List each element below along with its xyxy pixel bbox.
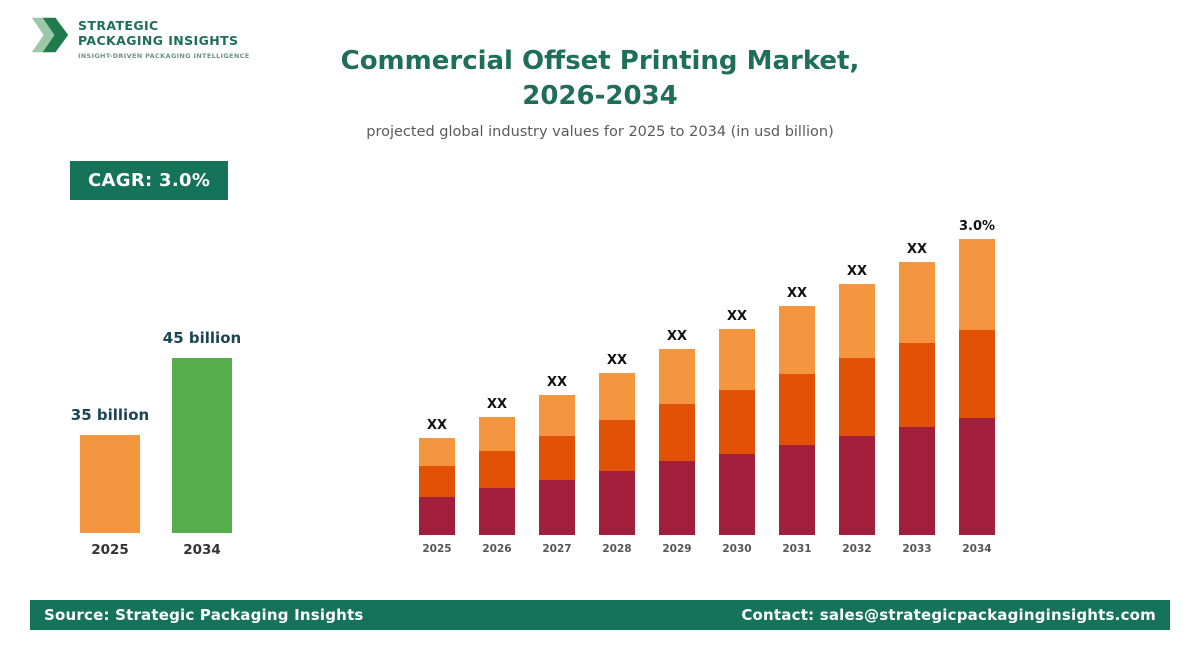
- bar-segment-segment-bottom: [899, 427, 935, 535]
- bar-segment-segment-middle: [779, 374, 815, 445]
- bar: [172, 358, 232, 533]
- mini-chart: 35 billion 2025 45 billion 2034: [70, 310, 242, 560]
- bar-segment-segment-bottom: [779, 445, 815, 535]
- axis-year-label: 2030: [722, 543, 752, 555]
- stacked-bar-column: XX 2025: [407, 418, 467, 557]
- axis-year-label: 2027: [542, 543, 572, 555]
- axis-year-label: 2026: [482, 543, 512, 555]
- bar-value-label: 45 billion: [162, 329, 242, 347]
- stacked-bar: [899, 262, 935, 535]
- bar-segment-segment-bottom: [419, 497, 455, 535]
- stacked-bar-column: XX 2032: [827, 264, 887, 557]
- bar-segment-segment-top: [959, 239, 995, 330]
- brand-logo: STRATEGIC PACKAGING INSIGHTS INSIGHT-DRI…: [30, 12, 250, 60]
- footer-source: Source: Strategic Packaging Insights: [44, 606, 364, 624]
- bar-segment-segment-bottom: [539, 480, 575, 535]
- bar-segment-segment-top: [659, 349, 695, 404]
- axis-year-label: 2028: [602, 543, 632, 555]
- axis-year-label: 2034: [183, 542, 221, 558]
- mini-bar-column: 35 billion 2025: [70, 406, 150, 560]
- stacked-bar-column: XX 2030: [707, 309, 767, 557]
- bar-segment-segment-middle: [539, 436, 575, 480]
- stacked-bar-column: XX 2033: [887, 242, 947, 557]
- bar-segment-segment-bottom: [839, 436, 875, 535]
- main-chart: XX 2025 XX 2026 XX 2027 XX 2028 XX 2029 XX 2030 XX 20…: [407, 207, 1007, 557]
- bar-segment-segment-middle: [899, 343, 935, 427]
- stacked-bar: [839, 284, 875, 535]
- bar-segment-segment-top: [599, 373, 635, 420]
- bar-top-label: XX: [726, 309, 748, 324]
- bar-segment-segment-bottom: [599, 471, 635, 535]
- page-title-line2: 2026-2034: [522, 81, 678, 111]
- axis-year-label: 2031: [782, 543, 812, 555]
- bar-top-label: XX: [546, 375, 568, 390]
- stacked-bar-column: XX 2031: [767, 286, 827, 557]
- bar-top-label: XX: [426, 418, 448, 433]
- bar-segment-segment-middle: [419, 466, 455, 497]
- bar-segment-segment-top: [779, 306, 815, 374]
- footer-bar: Source: Strategic Packaging Insights Con…: [30, 600, 1170, 630]
- axis-year-label: 2033: [902, 543, 932, 555]
- page-title-line1: Commercial Offset Printing Market,: [340, 46, 860, 76]
- bar-segment-segment-middle: [659, 404, 695, 461]
- stacked-bar: [959, 239, 995, 535]
- header: Commercial Offset Printing Market, 2026-…: [230, 44, 970, 140]
- bar-segment-segment-top: [899, 262, 935, 343]
- bar-top-label: XX: [786, 286, 808, 301]
- axis-year-label: 2029: [662, 543, 692, 555]
- bar-top-label: XX: [606, 353, 628, 368]
- brand-name-line1: STRATEGIC: [78, 18, 159, 33]
- bar-segment-segment-bottom: [479, 488, 515, 535]
- brand-tagline: INSIGHT-DRIVEN PACKAGING INTELLIGENCE: [78, 52, 250, 60]
- bar-top-label: XX: [666, 329, 688, 344]
- brand-name-line2: PACKAGING INSIGHTS: [78, 33, 239, 48]
- stacked-bar-column: XX 2028: [587, 353, 647, 557]
- bar-segment-segment-bottom: [659, 461, 695, 535]
- stacked-bar: [719, 329, 755, 535]
- mini-bar-column: 45 billion 2034: [162, 329, 242, 560]
- axis-year-label: 2025: [422, 543, 452, 555]
- bar-value-label: 35 billion: [70, 406, 150, 424]
- bar-top-label: XX: [486, 397, 508, 412]
- bar-segment-segment-bottom: [959, 418, 995, 535]
- axis-year-label: 2025: [91, 542, 129, 558]
- bar-segment-segment-top: [539, 395, 575, 436]
- brand-chevron-icon: [31, 17, 69, 53]
- stacked-bar: [659, 349, 695, 535]
- bar-segment-segment-top: [719, 329, 755, 390]
- footer-contact: Contact: sales@strategicpackaginginsight…: [741, 606, 1156, 624]
- axis-year-label: 2034: [962, 543, 992, 555]
- bar-segment-segment-bottom: [719, 454, 755, 535]
- bar-segment-segment-middle: [839, 358, 875, 436]
- bar-top-label: 3.0%: [958, 219, 996, 234]
- stacked-bar-column: XX 2027: [527, 375, 587, 557]
- axis-year-label: 2032: [842, 543, 872, 555]
- bar-segment-segment-middle: [719, 390, 755, 454]
- stacked-bar: [599, 373, 635, 535]
- stacked-bar-column: XX 2026: [467, 397, 527, 557]
- page-subtitle: projected global industry values for 202…: [366, 124, 834, 140]
- bar-segment-segment-top: [479, 417, 515, 451]
- bar-top-label: XX: [846, 264, 868, 279]
- stacked-bar: [779, 306, 815, 535]
- bar: [80, 435, 140, 533]
- stacked-bar-column: 3.0% 2034: [947, 219, 1007, 557]
- stacked-bar: [539, 395, 575, 535]
- cagr-badge: CAGR: 3.0%: [70, 161, 229, 200]
- stacked-bar: [479, 417, 515, 535]
- bar-segment-segment-middle: [959, 330, 995, 418]
- bar-segment-segment-top: [839, 284, 875, 358]
- bar-top-label: XX: [906, 242, 928, 257]
- bar-segment-segment-middle: [479, 451, 515, 488]
- stacked-bar: [419, 438, 455, 535]
- bar-segment-segment-top: [419, 438, 455, 466]
- bar-segment-segment-middle: [599, 420, 635, 471]
- brand-text: STRATEGIC PACKAGING INSIGHTS INSIGHT-DRI…: [78, 12, 250, 60]
- stacked-bar-column: XX 2029: [647, 329, 707, 557]
